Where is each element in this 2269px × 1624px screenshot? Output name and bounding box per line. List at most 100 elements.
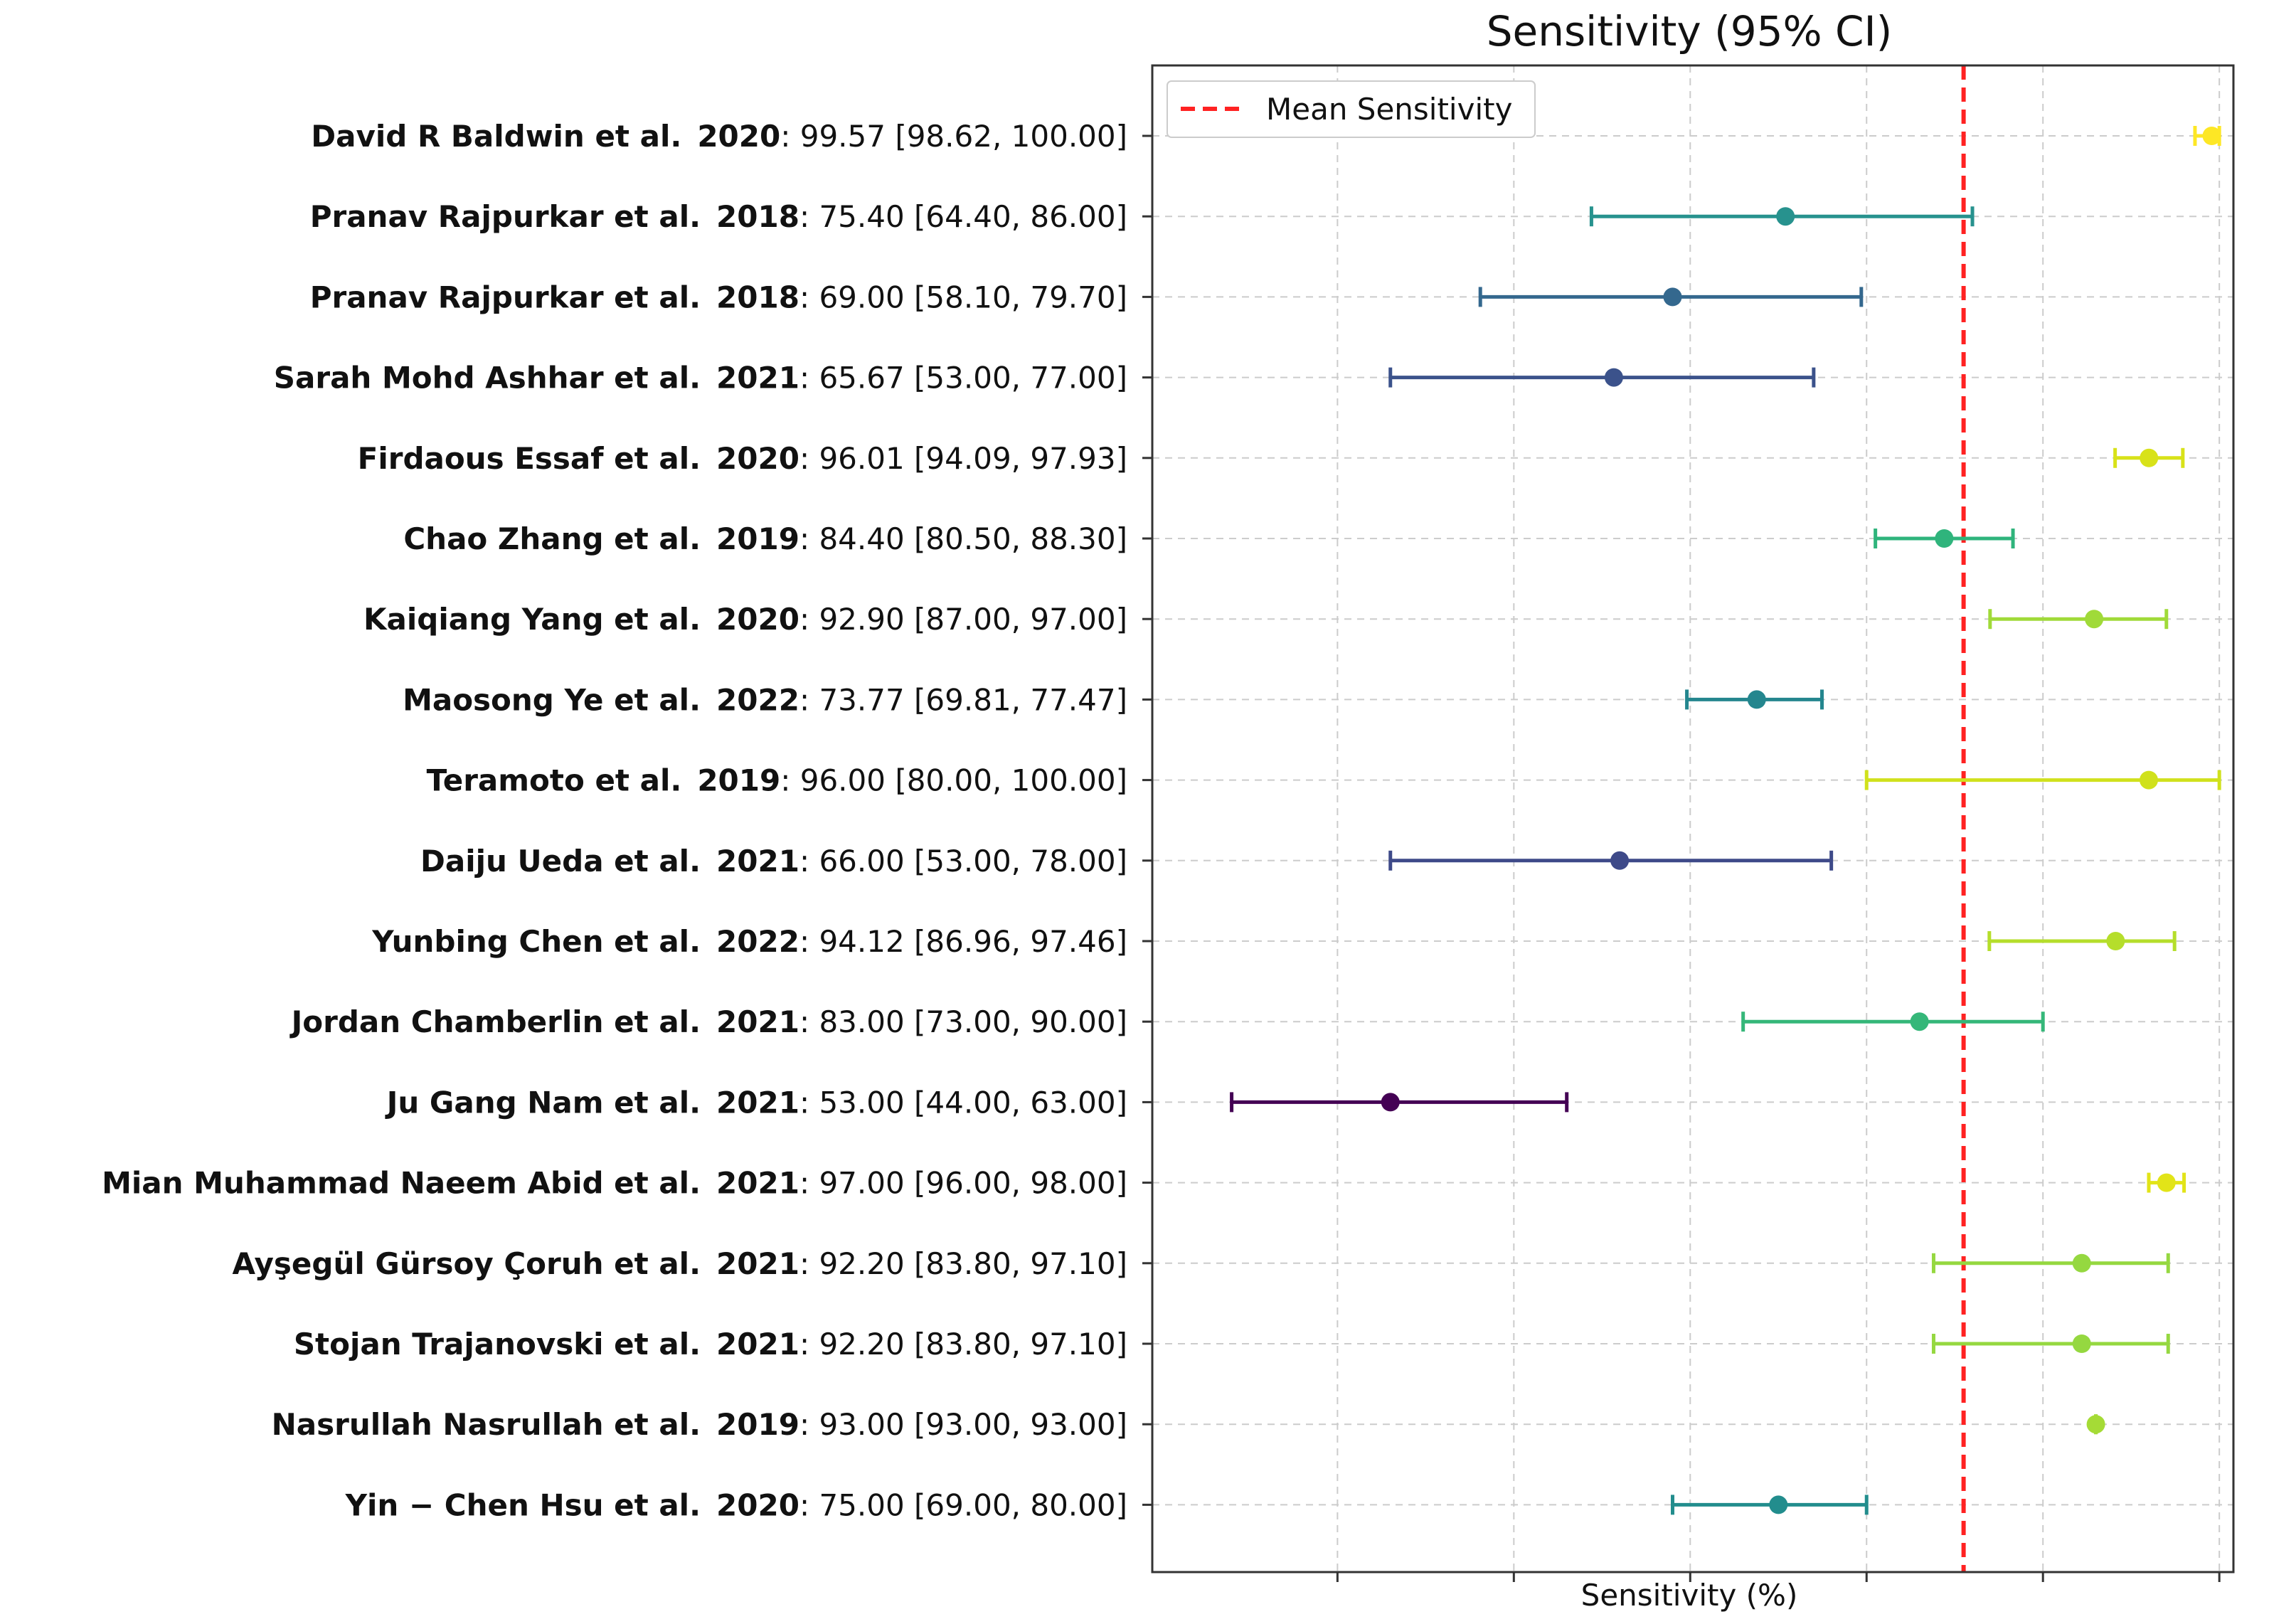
study-year: 2019 [716,521,799,556]
point-estimate [2202,127,2221,145]
study-label: Nasrullah Nasrullah et al. 2019: 93.00 [9… [272,1407,1127,1442]
study-author: Maosong Ye et al. [403,682,701,717]
study-author: Teramoto et al. [427,763,682,798]
study-year: 2020 [716,441,799,476]
study-author: Kaiqiang Yang et al. [363,602,701,637]
study-label: Yin − Chen Hsu et al. 2020: 75.00 [69.00,… [345,1487,1127,1522]
study-author: Chao Zhang et al. [403,521,701,556]
legend-box [1167,80,1536,138]
study-label: Yunbing Chen et al. 2022: 94.12 [86.96, 9… [371,924,1127,959]
study-value: : 75.40 [64.40, 86.00] [799,199,1127,234]
study-year: 2022 [716,682,799,717]
point-estimate [2140,448,2159,467]
point-estimate [1381,1093,1400,1112]
study-year: 2021 [716,844,799,879]
study-label: Daiju Ueda et al. 2021: 66.00 [53.00, 78.… [420,844,1127,879]
study-value: : 69.00 [58.10, 79.70] [799,280,1127,314]
study-label: Firdaous Essaf et al. 2020: 96.01 [94.09,… [358,441,1127,476]
study-value: : 96.00 [80.00, 100.00] [780,763,1127,798]
study-label: Ayşegül Gürsoy Çoruh et al. 2021: 92.20 [… [233,1246,1127,1281]
point-estimate [2106,932,2125,950]
study-value: : 83.00 [73.00, 90.00] [799,1004,1127,1039]
study-label: Kaiqiang Yang et al. 2020: 92.90 [87.00, … [363,602,1127,637]
study-year: 2021 [716,361,799,396]
study-year: 2020 [697,119,780,154]
study-author: Yin − Chen Hsu et al. [345,1487,701,1522]
study-year: 2019 [697,763,780,798]
point-estimate [2157,1173,2176,1192]
error-bars-layer [1230,126,2221,1515]
study-year: 2020 [716,602,799,637]
study-author: David R Baldwin et al. [311,119,681,154]
study-author: Yunbing Chen et al. [371,924,701,959]
study-label: Mian Muhammad Naeem Abid et al. 2021: 97.… [102,1166,1127,1201]
study-value: : 97.00 [96.00, 98.00] [799,1166,1127,1201]
study-label: Jordan Chamberlin et al. 2021: 83.00 [73.… [289,1004,1127,1039]
study-year: 2021 [716,1085,799,1120]
study-author: Ju Gang Nam et al. [385,1085,701,1120]
point-estimate [1910,1012,1929,1031]
study-value: : 84.40 [80.50, 88.30] [799,521,1127,556]
x-axis-label: Sensitivity (%) [1581,1578,1798,1613]
plot-frame [1151,64,2235,1573]
study-value: : 93.00 [93.00, 93.00] [799,1407,1127,1442]
point-estimate [2085,610,2104,629]
study-value: : 96.01 [94.09, 97.93] [799,441,1127,476]
point-estimate [2086,1415,2105,1434]
study-value: : 92.20 [83.80, 97.10] [799,1327,1127,1362]
point-estimate [1610,851,1630,870]
study-value: : 99.57 [98.62, 100.00] [780,119,1127,154]
study-year: 2021 [716,1004,799,1039]
study-author: Daiju Ueda et al. [420,844,701,879]
study-author: Nasrullah Nasrullah et al. [272,1407,701,1442]
point-estimate [1769,1495,1788,1514]
study-labels: David R Baldwin et al. 2020: 99.57 [98.62… [102,119,1127,1522]
point-estimate [1604,368,1623,387]
study-value: : 94.12 [86.96, 97.46] [799,924,1127,959]
study-value: : 92.20 [83.80, 97.10] [799,1246,1127,1281]
study-year: 2018 [716,280,799,314]
study-label: Ju Gang Nam et al. 2021: 53.00 [44.00, 63… [385,1085,1127,1120]
study-label: Teramoto et al. 2019: 96.00 [80.00, 100.0… [427,763,1127,798]
study-label: Pranav Rajpurkar et al. 2018: 75.40 [64.4… [310,199,1127,234]
study-year: 2022 [716,924,799,959]
chart-title: Sensitivity (95% CI) [1487,7,1893,55]
legend: Mean Sensitivity [1167,80,1536,138]
study-year: 2019 [716,1407,799,1442]
study-author: Ayşegül Gürsoy Çoruh et al. [233,1246,701,1281]
study-author: Mian Muhammad Naeem Abid et al. [102,1166,701,1201]
study-year: 2021 [716,1246,799,1281]
grid-layer [1152,65,2233,1572]
study-value: : 92.90 [87.00, 97.00] [799,602,1127,637]
point-estimate [2139,770,2158,790]
study-author: Jordan Chamberlin et al. [289,1004,701,1039]
study-value: : 73.77 [69.81, 77.47] [799,682,1127,717]
study-value: : 75.00 [69.00, 80.00] [799,1487,1127,1522]
study-year: 2021 [716,1166,799,1201]
study-label: Chao Zhang et al. 2019: 84.40 [80.50, 88.… [403,521,1127,556]
study-label: Sarah Mohd Ashhar et al. 2021: 65.67 [53.… [274,361,1127,396]
point-estimate [2072,1253,2091,1273]
point-estimate [1747,690,1766,709]
study-label: Stojan Trajanovski et al. 2021: 92.20 [83… [294,1327,1127,1362]
study-value: : 66.00 [53.00, 78.00] [799,844,1127,879]
x-ticks [1142,134,2221,1582]
point-estimate [1935,529,1954,548]
study-label: Maosong Ye et al. 2022: 73.77 [69.81, 77.… [403,682,1127,717]
point-estimate [2072,1334,2091,1353]
study-author: Stojan Trajanovski et al. [294,1327,701,1362]
study-author: Pranav Rajpurkar et al. [310,199,701,234]
study-author: Sarah Mohd Ashhar et al. [274,361,701,396]
point-estimate [1776,207,1795,226]
point-estimate [1663,287,1682,307]
study-value: : 53.00 [44.00, 63.00] [799,1085,1127,1120]
study-year: 2020 [716,1487,799,1522]
study-value: : 65.67 [53.00, 77.00] [799,361,1127,396]
study-author: Pranav Rajpurkar et al. [310,280,701,314]
legend-label: Mean Sensitivity [1266,92,1512,127]
study-year: 2018 [716,199,799,234]
study-label: Pranav Rajpurkar et al. 2018: 69.00 [58.1… [310,280,1127,314]
study-year: 2021 [716,1327,799,1362]
study-author: Firdaous Essaf et al. [358,441,701,476]
